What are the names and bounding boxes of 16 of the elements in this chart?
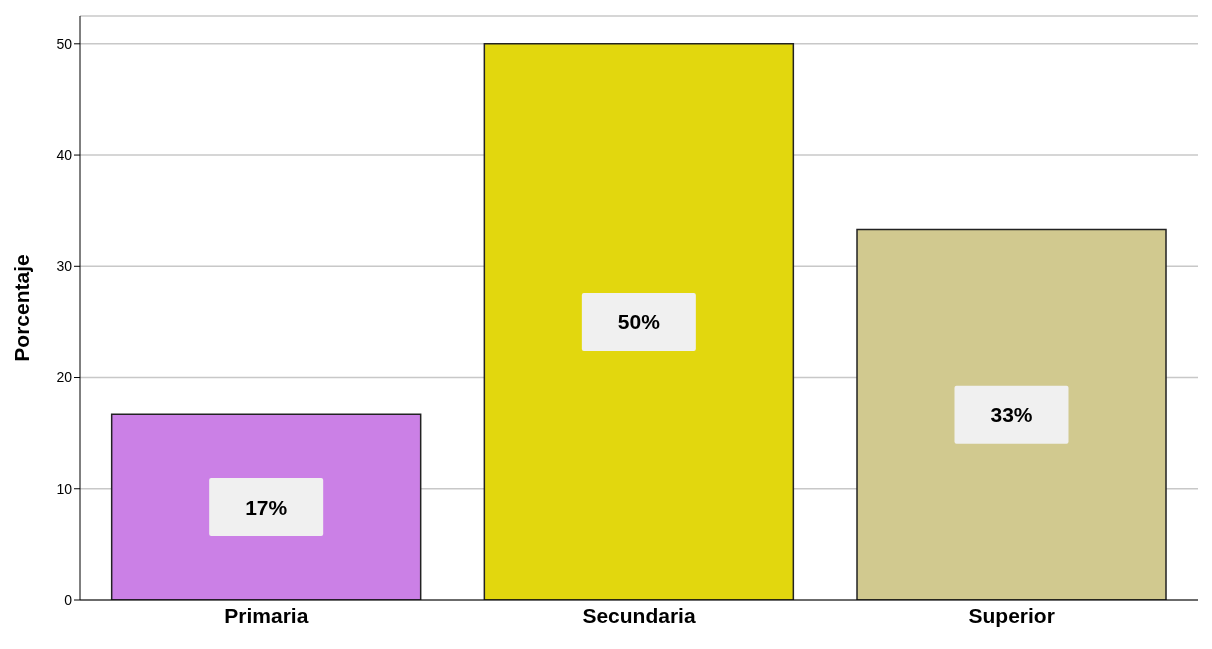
y-tick-label: 0: [64, 591, 73, 608]
y-axis-title: Porcentaje: [10, 254, 34, 362]
y-tick-label: 10: [56, 480, 73, 497]
y-tick-label: 30: [56, 258, 73, 275]
bar: [483, 43, 795, 600]
bar: [856, 228, 1167, 600]
x-tick-label: Secundaria: [582, 603, 696, 627]
x-tick-label: Primaria: [224, 603, 309, 627]
y-tick-label: 50: [56, 35, 73, 52]
data-label: 17%: [245, 495, 288, 519]
data-label: 33%: [990, 403, 1033, 427]
y-tick-label: 20: [56, 369, 73, 386]
y-tick-label: 40: [56, 147, 73, 164]
x-tick-label: Superior: [968, 603, 1055, 627]
data-label: 50%: [617, 310, 661, 334]
bar: [110, 413, 422, 600]
